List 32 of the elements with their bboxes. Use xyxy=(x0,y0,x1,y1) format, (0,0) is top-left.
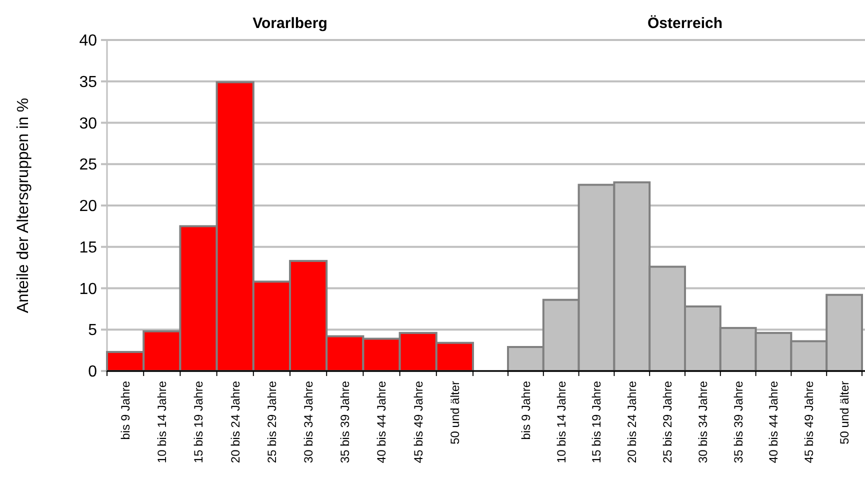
y-tick-label: 5 xyxy=(88,322,98,340)
x-tick-label: 10 bis 14 Jahre xyxy=(155,380,170,464)
y-tick-label: 10 xyxy=(79,280,98,298)
x-tick-label: 10 bis 14 Jahre xyxy=(554,380,568,464)
x-tick-label: 35 bis 39 Jahre xyxy=(338,380,352,464)
x-tick-label: 20 bis 24 Jahre xyxy=(228,380,242,464)
x-tick-label: 40 bis 44 Jahre xyxy=(766,380,781,464)
y-tick-label: 35 xyxy=(79,74,98,91)
x-tick-label: 25 bis 29 Jahre xyxy=(264,380,279,464)
x-tick-label: 15 bis 19 Jahre xyxy=(192,380,206,464)
y-tick-label: 25 xyxy=(79,156,98,174)
y-tick-label: 20 xyxy=(79,198,98,216)
x-tick-label: 20 bis 24 Jahre xyxy=(625,380,640,464)
x-tick-label: 25 bis 29 Jahre xyxy=(660,380,674,464)
x-tick-label: 30 bis 34 Jahre xyxy=(696,380,710,464)
x-tick-label: 35 bis 39 Jahre xyxy=(731,380,746,464)
x-tick-label: 50 und älter xyxy=(838,381,852,444)
x-tick-label: 45 bis 49 Jahre xyxy=(802,380,816,464)
x-tick-label: 45 bis 49 Jahre xyxy=(411,380,426,464)
x-tick-label: 15 bis 19 Jahre xyxy=(590,380,604,464)
y-tick-label: 30 xyxy=(79,115,98,132)
y-tick-label: 40 xyxy=(79,32,98,50)
x-tick-label: bis 9 Jahre xyxy=(518,380,533,440)
x-tick-label: 30 bis 34 Jahre xyxy=(302,380,316,464)
y-tick-label: 0 xyxy=(88,364,98,381)
chart-title: Österreich xyxy=(647,15,723,32)
y-tick-label: 15 xyxy=(79,239,98,256)
y-axis-title: Anteile der Altersgruppen in % xyxy=(15,98,32,314)
x-tick-label: 50 und älter xyxy=(448,381,462,444)
x-tick-label: 40 bis 44 Jahre xyxy=(374,380,389,464)
chart-title: Vorarlberg xyxy=(252,15,328,32)
x-tick-label: bis 9 Jahre xyxy=(118,380,132,440)
